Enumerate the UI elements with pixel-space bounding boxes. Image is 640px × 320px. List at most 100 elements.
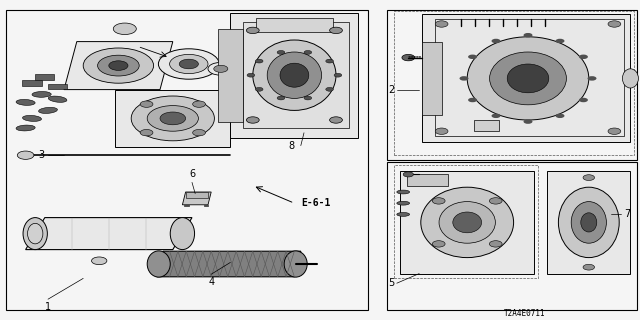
- Ellipse shape: [147, 251, 170, 277]
- Circle shape: [255, 59, 263, 63]
- Ellipse shape: [38, 108, 58, 113]
- Bar: [422, 42, 442, 115]
- Polygon shape: [184, 205, 189, 206]
- Text: 8: 8: [288, 140, 294, 151]
- Ellipse shape: [581, 213, 597, 232]
- Circle shape: [432, 198, 445, 204]
- Circle shape: [246, 27, 259, 34]
- Circle shape: [419, 56, 421, 58]
- Circle shape: [408, 56, 411, 58]
- Circle shape: [608, 128, 621, 134]
- Circle shape: [277, 96, 285, 100]
- Ellipse shape: [397, 212, 410, 216]
- Bar: [243, 22, 349, 128]
- Circle shape: [113, 23, 136, 35]
- Polygon shape: [157, 251, 301, 277]
- Text: 5: 5: [388, 278, 395, 288]
- Circle shape: [334, 73, 342, 77]
- Ellipse shape: [397, 190, 410, 194]
- Circle shape: [255, 87, 263, 91]
- Polygon shape: [19, 10, 362, 154]
- Polygon shape: [115, 90, 230, 147]
- Circle shape: [579, 55, 588, 59]
- Circle shape: [411, 56, 413, 58]
- Text: T2A4E0711: T2A4E0711: [504, 309, 546, 318]
- Circle shape: [326, 59, 333, 63]
- Text: 2: 2: [388, 84, 395, 95]
- Bar: [387, 10, 637, 160]
- Polygon shape: [407, 174, 448, 186]
- Circle shape: [416, 56, 419, 58]
- Bar: [387, 162, 637, 310]
- Ellipse shape: [397, 201, 410, 205]
- Ellipse shape: [280, 63, 309, 87]
- Bar: [256, 18, 333, 32]
- Text: 7: 7: [624, 209, 630, 220]
- Ellipse shape: [439, 202, 495, 243]
- Circle shape: [246, 117, 259, 123]
- Ellipse shape: [467, 37, 589, 120]
- Circle shape: [140, 101, 153, 107]
- Circle shape: [492, 114, 500, 118]
- Circle shape: [17, 151, 34, 159]
- Circle shape: [583, 175, 595, 180]
- Polygon shape: [547, 171, 630, 274]
- Text: 6: 6: [189, 169, 195, 179]
- Circle shape: [460, 76, 468, 81]
- Ellipse shape: [32, 92, 51, 97]
- Circle shape: [524, 119, 532, 124]
- Bar: [394, 165, 538, 278]
- Circle shape: [468, 55, 477, 59]
- Ellipse shape: [170, 54, 208, 74]
- Ellipse shape: [16, 125, 35, 131]
- Ellipse shape: [160, 112, 186, 125]
- Ellipse shape: [572, 202, 607, 243]
- Text: 1: 1: [45, 302, 51, 312]
- Circle shape: [583, 264, 595, 270]
- Ellipse shape: [98, 55, 140, 76]
- Circle shape: [403, 172, 413, 177]
- Circle shape: [330, 27, 342, 34]
- Polygon shape: [218, 29, 243, 122]
- Bar: [394, 11, 634, 155]
- Ellipse shape: [170, 218, 195, 250]
- Ellipse shape: [83, 48, 154, 83]
- Ellipse shape: [453, 212, 481, 233]
- Text: 4: 4: [208, 277, 214, 287]
- Ellipse shape: [507, 64, 548, 93]
- Circle shape: [490, 198, 502, 204]
- Circle shape: [193, 101, 205, 107]
- Polygon shape: [422, 14, 630, 142]
- Circle shape: [556, 39, 564, 43]
- Polygon shape: [182, 192, 211, 205]
- Ellipse shape: [158, 49, 219, 79]
- Polygon shape: [204, 205, 208, 206]
- Circle shape: [524, 33, 532, 37]
- Polygon shape: [13, 10, 365, 310]
- Polygon shape: [26, 218, 192, 250]
- Ellipse shape: [208, 62, 234, 75]
- Polygon shape: [64, 42, 173, 90]
- Circle shape: [556, 114, 564, 118]
- Polygon shape: [400, 171, 534, 274]
- Ellipse shape: [268, 52, 322, 99]
- Bar: [6, 10, 368, 310]
- Polygon shape: [35, 74, 54, 80]
- Bar: [186, 192, 208, 198]
- Circle shape: [193, 130, 205, 136]
- Circle shape: [247, 73, 255, 77]
- Circle shape: [140, 130, 153, 136]
- Ellipse shape: [49, 96, 67, 102]
- Ellipse shape: [622, 69, 639, 88]
- Circle shape: [277, 51, 285, 54]
- Polygon shape: [230, 13, 358, 138]
- Ellipse shape: [253, 40, 336, 110]
- Ellipse shape: [16, 99, 35, 106]
- Bar: [474, 120, 499, 131]
- Polygon shape: [48, 84, 67, 89]
- Circle shape: [608, 21, 621, 27]
- Text: E-6-1: E-6-1: [301, 198, 330, 208]
- Circle shape: [413, 56, 416, 58]
- Ellipse shape: [214, 65, 228, 72]
- Circle shape: [468, 98, 477, 102]
